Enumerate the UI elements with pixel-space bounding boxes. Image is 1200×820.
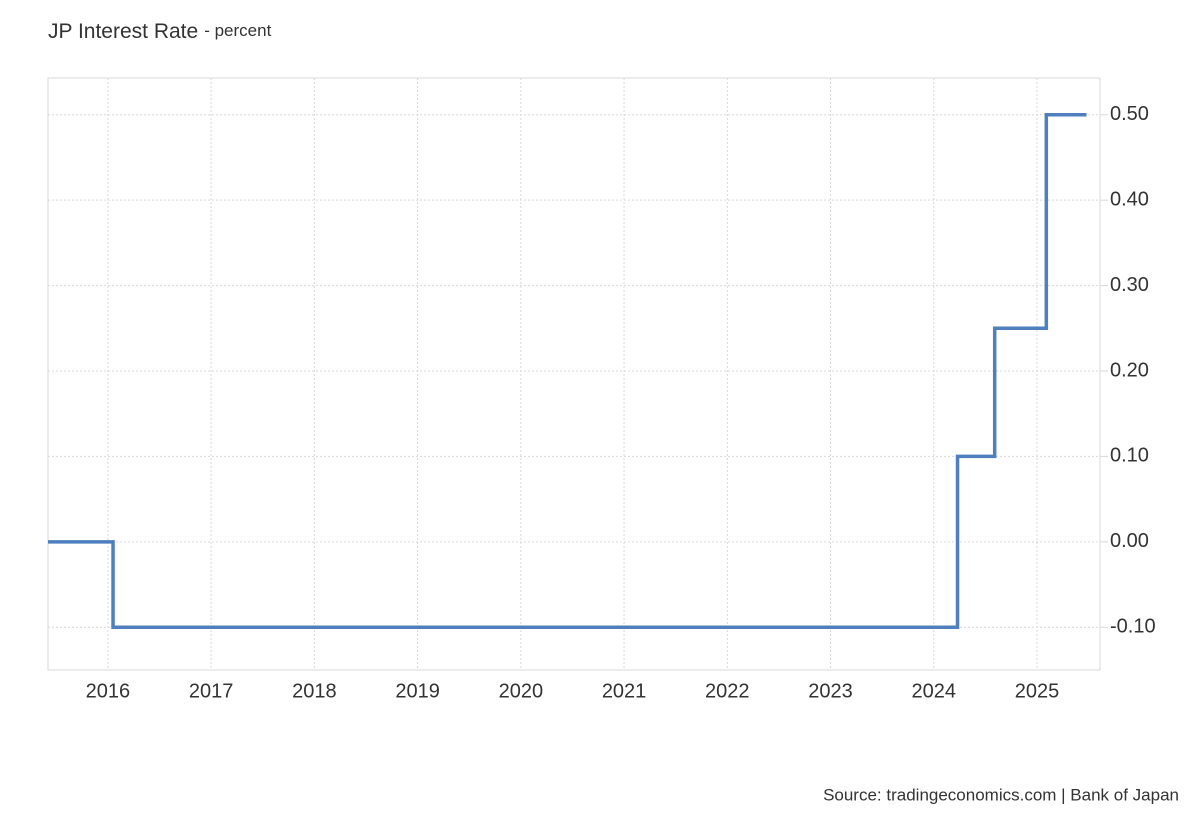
data-line (48, 112, 1087, 630)
chart-title: JP Interest Rate (48, 20, 198, 43)
plot-frame (47, 77, 1101, 671)
x-tick-label: 2022 (705, 680, 750, 702)
chart-title-group: JP Interest Rate - percent (48, 20, 272, 43)
x-tick-label: 2021 (602, 680, 647, 702)
x-tick-label: 2019 (395, 680, 440, 702)
x-tick-label: 2016 (86, 680, 131, 702)
y-tick-label: 0.10 (1110, 445, 1149, 467)
x-tick-label: 2025 (1015, 680, 1060, 702)
x-tick-label: 2018 (292, 680, 337, 702)
y-tick-label: -0.10 (1110, 616, 1156, 638)
x-tick-label: 2023 (808, 680, 853, 702)
y-tick-label: 0.40 (1110, 188, 1149, 210)
x-tick-label: 2024 (912, 680, 957, 702)
x-tick-label: 2020 (499, 680, 544, 702)
chart-subtitle: - percent (204, 21, 271, 40)
y-tick-label: 0.00 (1110, 530, 1149, 552)
y-tick-label: 0.30 (1110, 274, 1149, 296)
source: Source: tradingeconomics.com | Bank of J… (823, 785, 1179, 804)
y-tick-label: 0.50 (1110, 103, 1149, 125)
y-tick-label: 0.20 (1110, 359, 1149, 381)
x-tick-label: 2017 (189, 680, 234, 702)
